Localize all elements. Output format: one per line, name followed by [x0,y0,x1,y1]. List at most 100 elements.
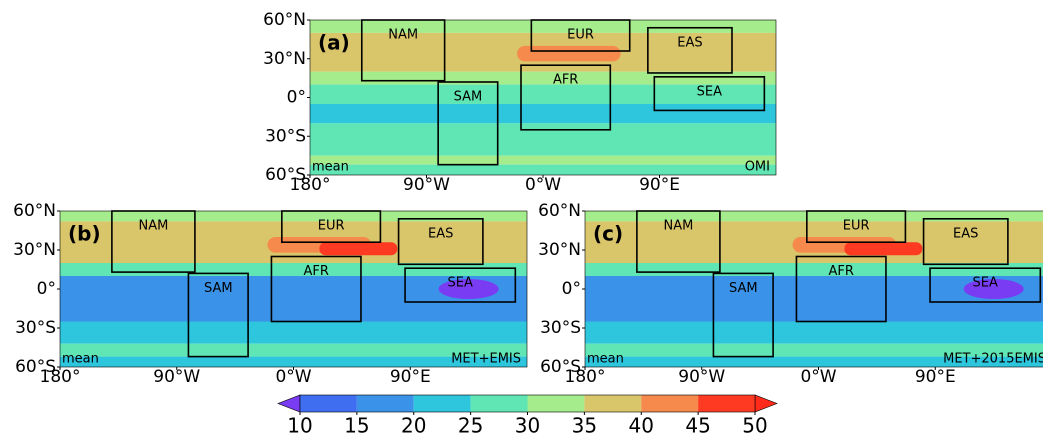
region-box [712,272,774,358]
panel-label: (c) [593,222,623,246]
region-label: SEA [448,276,473,291]
region-label: SEA [697,84,722,99]
field-band [585,295,1043,322]
region-label: EUR [318,219,345,234]
field-hotspot [844,242,923,256]
colorbar-tick-label: 35 [572,414,597,437]
region-box [270,255,362,323]
region-label: SEA [973,276,998,291]
y-tick-label: 30°S [540,318,581,338]
region-label: NAM [663,219,693,234]
region-box [187,272,249,358]
region-box [806,210,907,244]
y-tick-label: 30°N [13,240,56,260]
y-tick-label: 60°N [538,201,581,221]
region-label: EAS [953,226,978,241]
map-panel: NAM EUR EAS SAM AFR SEA 60°N 30°N 0° 30°S 60°S180°… [13,201,528,387]
field-band [310,123,776,156]
region-label: EAS [428,226,453,241]
region-box [437,81,499,166]
x-tick-label: 180° [565,367,606,387]
x-tick-label: 90°E [915,367,956,387]
field-band [310,84,776,104]
region-box [111,210,196,273]
field-band [60,211,527,222]
map-panel: NAM EUR EAS SAM AFR SEA 60°N 30°N 0° 30°S 60°S180°… [538,201,1043,387]
x-tick-label: 90°W [678,367,725,387]
field-low [963,279,1024,299]
y-tick-label: 30°N [538,240,581,260]
region-box [647,26,733,74]
region-label: EUR [567,28,594,43]
y-tick-label: 60°N [13,201,56,221]
colorbar-tick-label: 40 [629,414,654,437]
y-tick-label: 60°N [263,10,306,30]
region-label: AFR [303,264,328,279]
region-label: AFR [828,264,853,279]
y-tick-label: 30°S [265,126,306,146]
y-tick-label: 60°S [265,165,306,185]
panel-label: (b) [68,222,101,246]
colorbar-tick-label: 30 [515,414,540,437]
panel-source: MET+2015EMIS [943,352,1043,367]
y-tick-label: 60°S [15,357,56,377]
x-tick-label: 90°E [390,367,431,387]
region-label: SAM [204,281,233,296]
panel-label: (a) [318,31,350,55]
x-tick-label: 0°W [275,367,311,387]
panel-source: MET+EMIS [451,352,521,367]
y-tick-label: 0° [562,279,581,299]
region-label: EUR [843,219,870,234]
region-box [397,218,484,266]
x-tick-label: 90°W [153,367,200,387]
field-low [438,279,499,299]
region-label: EAS [677,35,702,50]
region-box [922,218,1009,266]
region-box [404,267,517,303]
field-band [310,155,776,165]
field-band [60,356,527,367]
colorbar-tick-label: 10 [287,414,312,437]
y-tick-label: 0° [287,88,306,108]
colorbar-tick-label: 25 [458,414,483,437]
colorbar-tick-label: 50 [742,414,767,437]
colorbar-tick-label: 15 [344,414,369,437]
colorbar-segment [641,395,699,412]
map-panel: NAM EUR EAS SAM AFR SEA 60°N 30°N 0° 30°S 60°S180°… [263,10,777,195]
colorbar-segment [413,395,471,412]
x-tick-label: 180° [40,367,81,387]
region-box [530,19,631,52]
colorbar-segment [470,395,528,412]
y-tick-label: 60°S [540,357,581,377]
region-box [795,255,887,323]
y-tick-label: 30°N [263,49,306,69]
panel-note: mean [62,352,99,367]
field-band [60,295,527,322]
region-box [520,64,612,131]
y-tick-label: 0° [37,279,56,299]
field-band [585,321,1043,344]
field-band [310,103,776,124]
region-box [653,76,766,112]
x-tick-label: 180° [290,175,331,195]
field-band [310,20,776,33]
region-label: SAM [729,281,758,296]
colorbar-tick-label: 45 [685,414,710,437]
colorbar-under [277,394,301,413]
colorbar-segment [356,395,414,412]
region-label: NAM [138,219,168,234]
field-hotspot [517,45,621,62]
colorbar-tick-label: 20 [401,414,426,437]
region-box [929,267,1042,303]
region-box [281,210,382,244]
colorbar-segment [698,395,755,412]
y-tick-label: 30°S [15,318,56,338]
panel-source: OMI [745,160,770,175]
panel-note: mean [312,160,349,175]
field-band [585,343,1043,357]
x-tick-label: 90°E [639,175,680,195]
region-label: NAM [388,28,418,43]
field-band [60,276,527,296]
region-label: SAM [454,90,483,105]
